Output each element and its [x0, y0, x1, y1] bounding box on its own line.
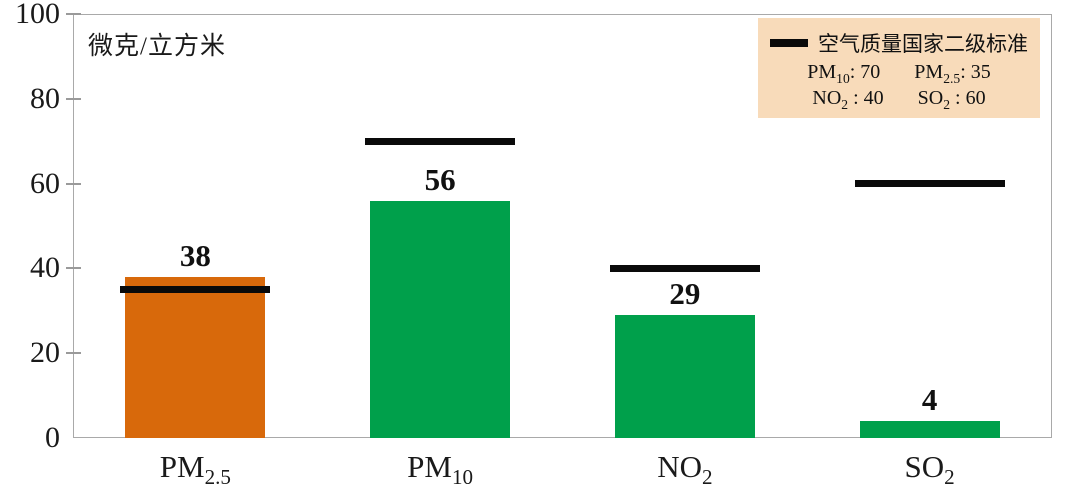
standard-line-PM2.5 [120, 286, 271, 294]
legend: 空气质量国家二级标准 PM10: 70 PM2.5: 35 NO2 : 40 SO2… [758, 18, 1040, 118]
legend-entry: PM2.5: 35 [914, 61, 991, 86]
standard-line-SO2 [854, 180, 1005, 188]
standard-line-PM10 [365, 137, 516, 145]
bar-PM10 [370, 200, 511, 438]
x-axis-label: PM10 [407, 449, 474, 486]
unit-label: 微克/立方米 [88, 33, 226, 60]
y-axis-tick-label: 20 [30, 336, 60, 370]
y-axis-tick [66, 13, 81, 15]
x-axis-label: PM2.5 [159, 449, 231, 486]
bar-value-label: 29 [669, 276, 701, 312]
legend-row: PM10: 70 PM2.5: 35 [807, 61, 991, 86]
legend-row: NO2 : 40 SO2 : 60 [812, 87, 986, 112]
bar-NO2 [614, 315, 755, 438]
y-axis-tick-label: 40 [30, 251, 60, 285]
standard-line-NO2 [609, 264, 760, 272]
x-axis-label: NO2 [657, 449, 713, 486]
y-axis-tick-label: 100 [15, 0, 60, 30]
y-axis-tick [66, 97, 81, 100]
y-axis-tick-label: 80 [30, 81, 60, 115]
standard-line-swatch-icon [770, 39, 808, 47]
bar-value-label: 56 [424, 161, 456, 197]
y-axis-tick [66, 182, 81, 185]
x-axis-label: SO2 [904, 449, 955, 486]
legend-title-row: 空气质量国家二级标准 [770, 28, 1028, 58]
legend-title: 空气质量国家二级标准 [818, 32, 1028, 56]
bar-PM2.5 [125, 276, 266, 438]
bar-value-label: 38 [179, 237, 211, 273]
legend-entry: PM10: 70 [807, 61, 881, 86]
y-axis-tick-label: 0 [45, 421, 60, 454]
bar-value-label: 4 [921, 382, 938, 418]
legend-entry: SO2 : 60 [917, 87, 986, 112]
y-axis-tick-label: 60 [30, 166, 60, 200]
legend-entry: NO2 : 40 [812, 87, 884, 112]
y-axis-tick [66, 267, 81, 270]
bar-SO2 [859, 421, 1000, 438]
y-axis-tick [66, 352, 81, 355]
